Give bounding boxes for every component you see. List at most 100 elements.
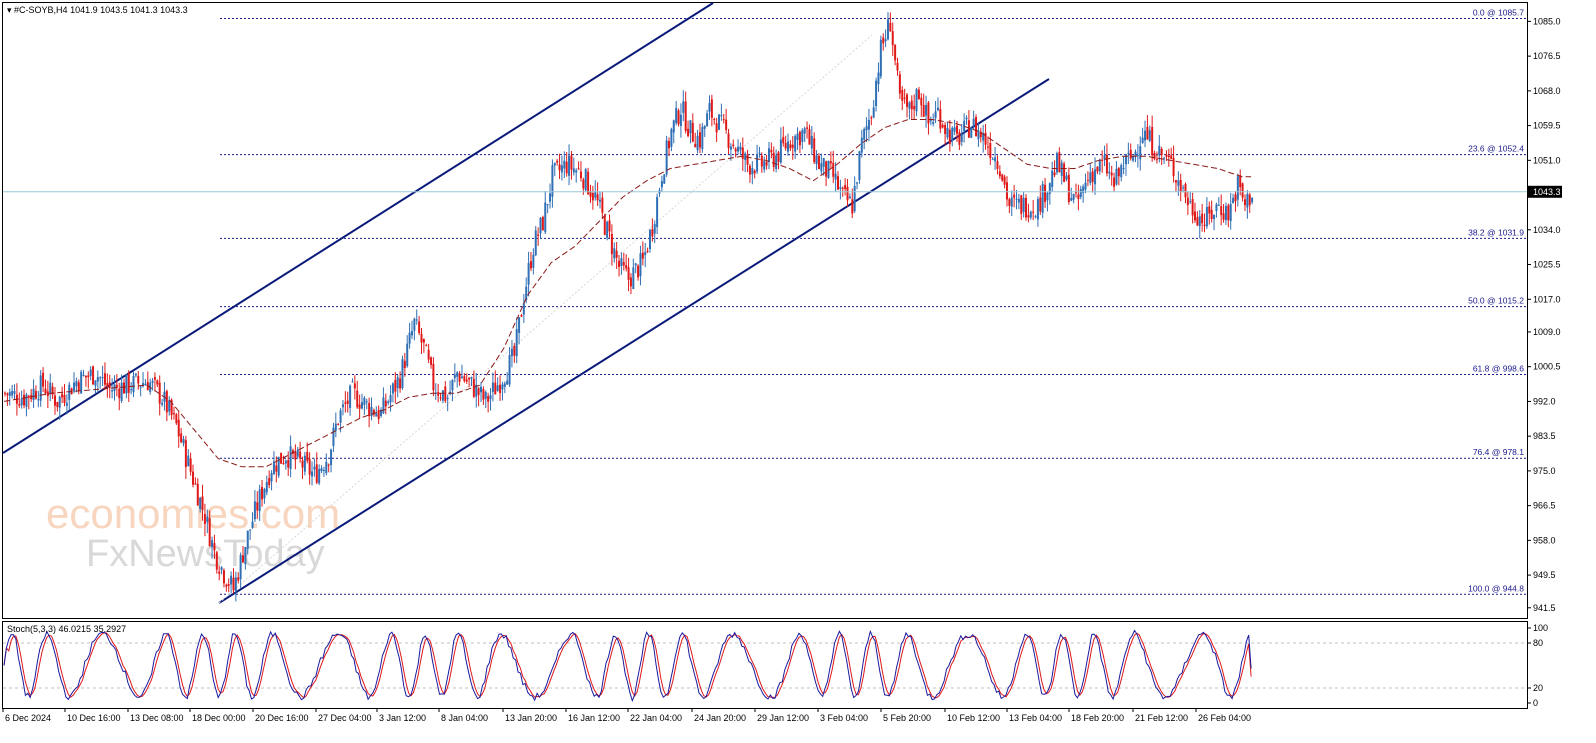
candle-bear [851, 199, 854, 214]
candle-bull [599, 199, 601, 202]
candle-bear [208, 518, 211, 547]
candle-bull [1070, 198, 1073, 201]
candle-bear [513, 346, 516, 356]
candle-bull [1124, 154, 1127, 165]
candle-bull [151, 380, 154, 383]
candle-bull [639, 253, 642, 277]
candle-bull [111, 390, 114, 392]
candle-bull [491, 382, 494, 392]
candle-bear [687, 128, 690, 137]
candle-bull [39, 375, 42, 401]
candle-bull [249, 529, 252, 531]
candle-bear [177, 419, 180, 437]
candle-bear [1027, 215, 1030, 218]
candle-bear [77, 382, 80, 391]
candle-bull [1029, 211, 1032, 218]
candle-bear [713, 119, 716, 121]
candle-bear [494, 382, 497, 395]
candle-bear [1044, 184, 1047, 203]
candle-bear [153, 377, 156, 380]
candle-bear [1077, 194, 1080, 199]
candle-bear [482, 389, 485, 400]
candle-bull [296, 449, 299, 457]
candle-bull [1094, 169, 1097, 185]
candle-bear [651, 229, 654, 237]
candle-bear [394, 379, 397, 392]
candle-bear [1243, 199, 1246, 206]
channel-lower-line[interactable] [218, 78, 1050, 604]
candle-bull [584, 169, 587, 191]
stoch-tick-label: 0 [1533, 698, 1538, 708]
candle-bear [301, 460, 304, 468]
candle-bear [998, 171, 1001, 177]
candle-bull [794, 136, 797, 152]
candle-bear [996, 161, 999, 169]
candle-bull [682, 101, 685, 113]
candle-bear [1096, 166, 1099, 172]
candle-bull [1144, 130, 1147, 141]
candle-bear [791, 144, 794, 148]
candle-bull [68, 384, 71, 400]
time-tick-label: 16 Jan 12:00 [568, 713, 620, 723]
candle-bear [722, 119, 725, 121]
candle-bull [330, 449, 333, 465]
candle-bull [656, 196, 659, 228]
candle-bear [808, 129, 811, 145]
candle-bull [767, 148, 770, 162]
candle-bull [456, 372, 459, 377]
candle-bear [760, 155, 763, 167]
candle-bear [691, 122, 694, 142]
candle-bull [1060, 162, 1063, 176]
candle-bull [161, 402, 164, 405]
candle-bear [118, 388, 121, 399]
candle-bull [13, 391, 16, 394]
candle-bear [1039, 197, 1042, 212]
candle-bear [1110, 172, 1113, 176]
candle-bear [403, 360, 406, 369]
candle-bull [370, 406, 373, 417]
candle-bull [451, 379, 454, 391]
candle-bear [215, 552, 218, 570]
price-tick-label: 1000.5 [1533, 362, 1561, 372]
dropdown-triangle-icon[interactable]: ▾ [7, 5, 14, 15]
candle-bear [184, 440, 187, 467]
candle-bull [1177, 180, 1180, 186]
candle-bull [1134, 151, 1137, 156]
candle-bear [63, 394, 66, 403]
candle-bull [960, 134, 963, 142]
candle-bear [256, 502, 259, 511]
candle-bear [629, 277, 632, 287]
candle-bull [1065, 175, 1068, 180]
candle-bear [92, 366, 95, 385]
candle-bull [489, 395, 492, 400]
time-tick-label: 20 Dec 16:00 [255, 713, 309, 723]
candle-bull [313, 466, 316, 470]
candle-bear [189, 458, 192, 472]
candle-bull [75, 381, 78, 387]
candle-bear [1025, 197, 1028, 218]
candle-bull [560, 165, 563, 173]
main-pane-frame [2, 2, 1528, 619]
candle-bull [994, 157, 997, 162]
price-tick-label: 1025.5 [1533, 260, 1561, 270]
candle-bull [815, 155, 818, 165]
candle-bear [377, 409, 380, 420]
fib-anchor-line [218, 34, 873, 604]
candle-bull [660, 181, 663, 188]
candle-bear [1013, 194, 1016, 198]
candle-bear [1191, 199, 1194, 216]
candle-bull [20, 398, 23, 406]
fib-level-label: 61.8 @ 998.6 [1473, 363, 1524, 373]
candle-bear [1201, 213, 1204, 224]
candle-bull [775, 155, 778, 169]
candle-bull [575, 170, 578, 173]
candle-bear [172, 413, 175, 415]
candle-bear [906, 94, 909, 107]
candle-bull [1098, 160, 1101, 172]
candle-bull [951, 127, 954, 141]
candle-bear [1172, 157, 1175, 177]
candle-bull [865, 126, 868, 131]
candle-bear [1101, 159, 1104, 161]
candle-bear [748, 165, 751, 175]
